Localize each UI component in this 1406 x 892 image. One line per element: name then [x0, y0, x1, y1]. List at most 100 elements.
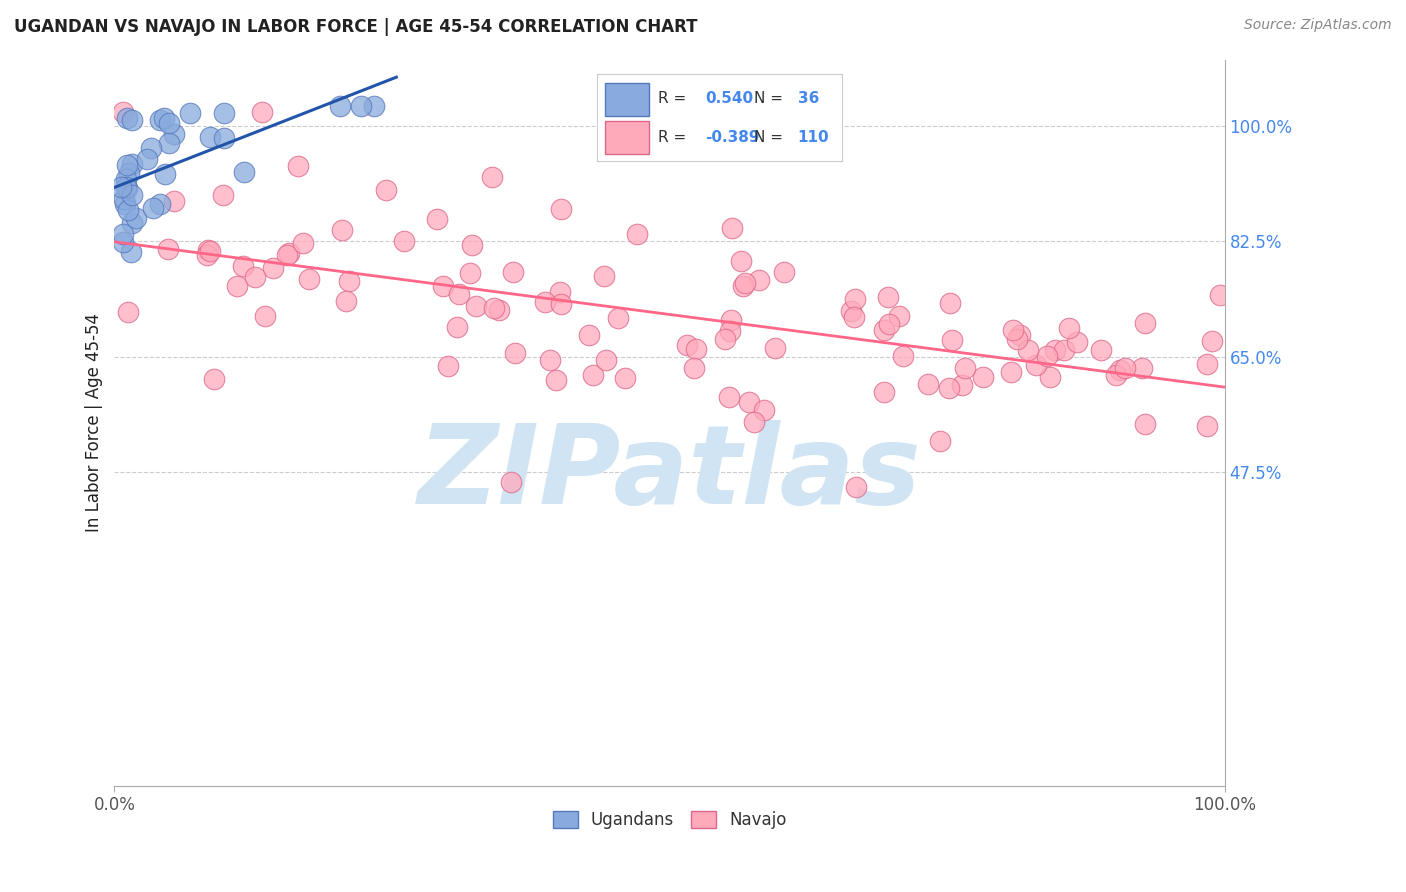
Point	[1036, 349, 1059, 363]
Point	[461, 238, 484, 252]
Point	[464, 299, 486, 313]
Point	[250, 105, 273, 120]
Point	[149, 113, 172, 128]
Point	[117, 304, 139, 318]
Point	[582, 368, 605, 382]
Point	[534, 294, 557, 309]
Point	[720, 313, 742, 327]
Point	[111, 105, 134, 120]
Point	[1130, 360, 1153, 375]
Point	[1059, 320, 1081, 334]
Point	[482, 301, 505, 315]
Point	[212, 188, 235, 202]
Point	[1208, 288, 1230, 302]
Point	[276, 248, 298, 262]
Point	[845, 480, 868, 494]
Point	[139, 141, 162, 155]
Point	[232, 260, 254, 274]
Point	[1195, 357, 1218, 371]
Point	[917, 376, 939, 391]
Point	[200, 130, 222, 145]
Point	[298, 272, 321, 286]
Point	[928, 434, 950, 448]
Point	[142, 201, 165, 215]
Point	[844, 293, 866, 307]
Point	[972, 370, 994, 384]
Point	[718, 324, 741, 338]
Point	[614, 371, 637, 385]
Point	[243, 270, 266, 285]
Point	[157, 136, 180, 150]
Point	[595, 353, 617, 368]
Point	[1010, 327, 1032, 342]
Point	[877, 290, 900, 304]
Point	[877, 318, 900, 332]
Point	[578, 327, 600, 342]
Point	[115, 181, 138, 195]
Point	[114, 197, 136, 211]
Point	[162, 194, 184, 208]
Point	[149, 197, 172, 211]
Point	[163, 127, 186, 141]
Point	[114, 180, 136, 194]
Point	[292, 236, 315, 251]
Point	[606, 311, 628, 326]
Point	[737, 395, 759, 409]
Point	[873, 323, 896, 337]
Point	[873, 384, 896, 399]
Point	[157, 116, 180, 130]
Point	[1195, 419, 1218, 434]
Point	[502, 265, 524, 279]
Point	[233, 164, 256, 178]
Point	[1133, 417, 1156, 431]
Point	[1017, 343, 1039, 358]
Point	[939, 296, 962, 310]
Point	[152, 111, 174, 125]
Point	[748, 273, 770, 287]
Point	[121, 113, 143, 128]
Point	[718, 390, 741, 404]
Point	[1000, 365, 1022, 379]
Point	[278, 245, 301, 260]
Point	[1066, 334, 1088, 349]
Point	[1090, 343, 1112, 358]
Point	[544, 373, 567, 387]
Point	[120, 244, 142, 259]
Point	[1201, 334, 1223, 348]
Text: ZIPatlas: ZIPatlas	[418, 420, 921, 527]
Point	[458, 266, 481, 280]
Point	[752, 402, 775, 417]
Point	[887, 310, 910, 324]
Point	[118, 166, 141, 180]
Point	[548, 285, 571, 299]
Point	[197, 248, 219, 262]
Point	[550, 202, 572, 217]
Point	[200, 244, 222, 258]
Point	[1005, 332, 1028, 346]
Point	[1133, 316, 1156, 330]
Point	[683, 361, 706, 376]
Point	[135, 153, 157, 167]
Point	[593, 268, 616, 283]
Point	[763, 341, 786, 355]
Point	[446, 319, 468, 334]
Point	[425, 211, 447, 226]
Point	[432, 279, 454, 293]
Point	[844, 310, 866, 325]
Y-axis label: In Labor Force | Age 45-54: In Labor Force | Age 45-54	[86, 313, 103, 533]
Point	[953, 361, 976, 376]
Point	[1025, 358, 1047, 372]
Point	[202, 372, 225, 386]
Point	[157, 243, 180, 257]
Point	[1039, 369, 1062, 384]
Point	[112, 192, 135, 206]
Text: UGANDAN VS NAVAJO IN LABOR FORCE | AGE 45-54 CORRELATION CHART: UGANDAN VS NAVAJO IN LABOR FORCE | AGE 4…	[14, 18, 697, 36]
Point	[179, 106, 201, 120]
Point	[550, 296, 572, 310]
Point	[332, 223, 354, 237]
Point	[503, 345, 526, 359]
Point	[287, 159, 309, 173]
Point	[111, 227, 134, 241]
Point	[501, 475, 523, 489]
Point	[115, 158, 138, 172]
